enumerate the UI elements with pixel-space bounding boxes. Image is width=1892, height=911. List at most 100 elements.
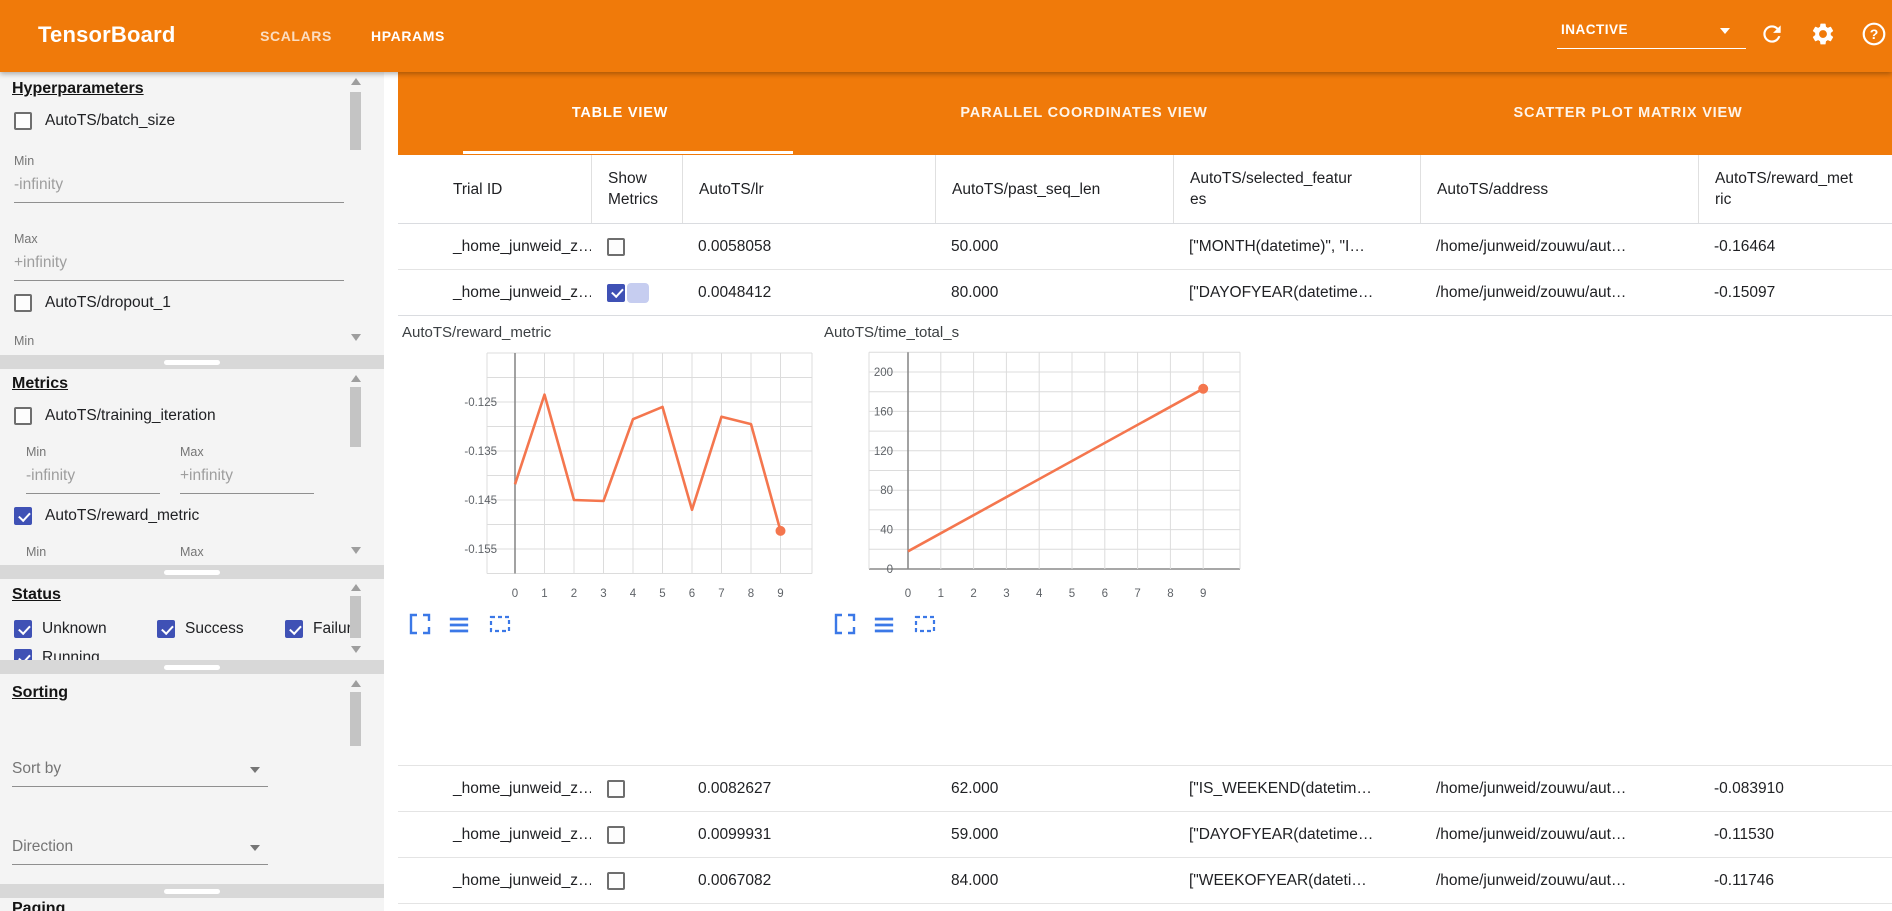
- metric-item-reward-metric[interactable]: AutoTS/reward_metric: [14, 507, 199, 525]
- svg-text:80: 80: [880, 485, 893, 497]
- show-metrics-checkbox[interactable]: [607, 825, 625, 844]
- time-total-line-chart[interactable]: 0 1 2 3 4 5 6 7 8 9 0 40 80 120 160 200: [814, 345, 1254, 607]
- chevron-down-icon: [250, 767, 260, 773]
- svg-text:40: 40: [880, 525, 893, 537]
- svg-text:-0.145: -0.145: [464, 495, 497, 507]
- col-address: AutoTS/address: [1420, 155, 1698, 223]
- svg-text:160: 160: [874, 406, 893, 418]
- scrollbar-up-arrow[interactable]: [351, 375, 361, 382]
- svg-text:4: 4: [630, 588, 637, 600]
- table-row[interactable]: _home_junweid_z… 0.0067082 84.000 ["WEEK…: [398, 858, 1892, 904]
- max-input[interactable]: +infinity: [180, 467, 233, 484]
- sidebar-section-status: Status Unknown Success Failure Running: [0, 579, 384, 660]
- svg-text:0: 0: [887, 564, 893, 576]
- sidebar-section-sorting: Sorting Sort by Direction: [0, 674, 384, 884]
- drag-handle[interactable]: [164, 570, 220, 575]
- svg-text:-0.125: -0.125: [464, 397, 497, 409]
- svg-text:5: 5: [1069, 588, 1075, 600]
- min-input[interactable]: -infinity: [26, 467, 76, 484]
- show-metrics-checkbox[interactable]: [607, 871, 625, 890]
- scrollbar-thumb[interactable]: [350, 92, 361, 150]
- reward-metric-line-chart[interactable]: 0 1 2 3 4 5 6 7 8 9 -0.125 -0.135 -0.145 -0.155: [398, 345, 828, 607]
- tab-hparams[interactable]: HPARAMS: [371, 28, 445, 44]
- checkbox[interactable]: [157, 620, 175, 638]
- expand-icon[interactable]: [833, 612, 857, 636]
- hparam-item-dropout-1[interactable]: AutoTS/dropout_1: [14, 294, 171, 312]
- svg-text:6: 6: [1102, 588, 1108, 600]
- hparam-item-batch-size[interactable]: AutoTS/batch_size: [14, 112, 175, 130]
- max-label: Max: [14, 232, 38, 246]
- min-input[interactable]: -infinity: [14, 176, 64, 193]
- checkbox[interactable]: [285, 620, 303, 638]
- scrollbar-down-arrow[interactable]: [351, 547, 361, 554]
- input-underline: [14, 280, 344, 281]
- status-item-unknown[interactable]: Unknown: [14, 620, 107, 638]
- list-lines-icon[interactable]: [448, 614, 472, 638]
- scrollbar-thumb[interactable]: [350, 596, 361, 638]
- tab-parallel-coordinates-view[interactable]: PARALLEL COORDINATES VIEW: [960, 105, 1208, 121]
- table-row[interactable]: _home_junweid_z… 0.0099931 59.000 ["DAYO…: [398, 812, 1892, 858]
- section-divider[interactable]: [0, 355, 384, 369]
- sorting-heading: Sorting: [12, 684, 68, 701]
- show-metrics-checkbox[interactable]: [607, 283, 625, 302]
- dashed-box-icon[interactable]: [488, 612, 512, 636]
- status-item-running[interactable]: Running: [14, 649, 100, 660]
- svg-text:120: 120: [874, 446, 893, 458]
- status-item-failure[interactable]: Failure: [285, 620, 360, 638]
- sort-by-dropdown[interactable]: Sort by: [12, 756, 268, 787]
- section-divider[interactable]: [0, 660, 384, 674]
- checkbox[interactable]: [14, 507, 32, 525]
- drag-handle[interactable]: [164, 889, 220, 894]
- checkbox[interactable]: [14, 112, 32, 130]
- scrollbar-thumb[interactable]: [350, 387, 361, 447]
- dashed-box-icon[interactable]: [913, 612, 937, 636]
- max-label: Max: [180, 545, 204, 559]
- chart-title-time-total: AutoTS/time_total_s: [824, 324, 960, 341]
- table-row[interactable]: _home_junweid_z… 0.0058058 50.000 ["MONT…: [398, 224, 1892, 270]
- checkbox[interactable]: [14, 620, 32, 638]
- section-divider[interactable]: [0, 565, 384, 579]
- drag-handle[interactable]: [164, 360, 220, 365]
- svg-text:7: 7: [1134, 588, 1140, 600]
- col-past-seq-len: AutoTS/past_seq_len: [935, 155, 1173, 223]
- col-selected-features: AutoTS/selected_featur es: [1173, 155, 1420, 223]
- svg-text:9: 9: [777, 588, 783, 600]
- svg-text:0: 0: [905, 588, 911, 600]
- hyperparameters-heading: Hyperparameters: [12, 80, 144, 97]
- tab-scalars[interactable]: SCALARS: [260, 28, 332, 44]
- settings-gear-icon[interactable]: [1810, 21, 1836, 47]
- sidebar-section-metrics: Metrics AutoTS/training_iteration Min Ma…: [0, 369, 384, 565]
- scrollbar-thumb[interactable]: [350, 692, 361, 746]
- expand-icon[interactable]: [408, 612, 432, 636]
- scrollbar-down-arrow[interactable]: [351, 334, 361, 341]
- paging-heading: Paging: [12, 900, 66, 911]
- checkbox[interactable]: [14, 294, 32, 312]
- checkbox[interactable]: [14, 649, 32, 660]
- min-label: Min: [26, 445, 47, 459]
- max-input[interactable]: +infinity: [14, 254, 67, 271]
- direction-dropdown[interactable]: Direction: [12, 834, 268, 865]
- show-metrics-checkbox[interactable]: [607, 237, 625, 256]
- list-lines-icon[interactable]: [873, 614, 897, 638]
- checkbox[interactable]: [14, 407, 32, 425]
- scrollbar-up-arrow[interactable]: [351, 78, 361, 85]
- tab-scatter-plot-matrix-view[interactable]: SCATTER PLOT MATRIX VIEW: [1513, 105, 1743, 121]
- drag-handle[interactable]: [164, 665, 220, 670]
- reload-icon[interactable]: [1759, 21, 1785, 47]
- metric-item-training-iteration[interactable]: AutoTS/training_iteration: [14, 407, 216, 425]
- svg-text:2: 2: [571, 588, 577, 600]
- metrics-heading: Metrics: [12, 375, 69, 392]
- show-metrics-checkbox[interactable]: [607, 779, 625, 798]
- status-item-success[interactable]: Success: [157, 620, 244, 638]
- tensorboard-logo: TensorBoard: [38, 22, 176, 47]
- tab-table-view[interactable]: TABLE VIEW: [571, 105, 669, 121]
- section-divider[interactable]: [0, 884, 384, 898]
- table-row[interactable]: _home_junweid_z… 0.0082627 62.000 ["IS_W…: [398, 765, 1892, 812]
- scrollbar-down-arrow[interactable]: [351, 646, 361, 653]
- help-icon[interactable]: ?: [1861, 21, 1887, 47]
- scrollbar-up-arrow[interactable]: [351, 680, 361, 687]
- table-row-expanded[interactable]: _home_junweid_z… 0.0048412 80.000 ["DAYO…: [398, 270, 1892, 316]
- scrollbar-up-arrow[interactable]: [351, 584, 361, 591]
- run-status-dropdown[interactable]: INACTIVE: [1557, 18, 1746, 49]
